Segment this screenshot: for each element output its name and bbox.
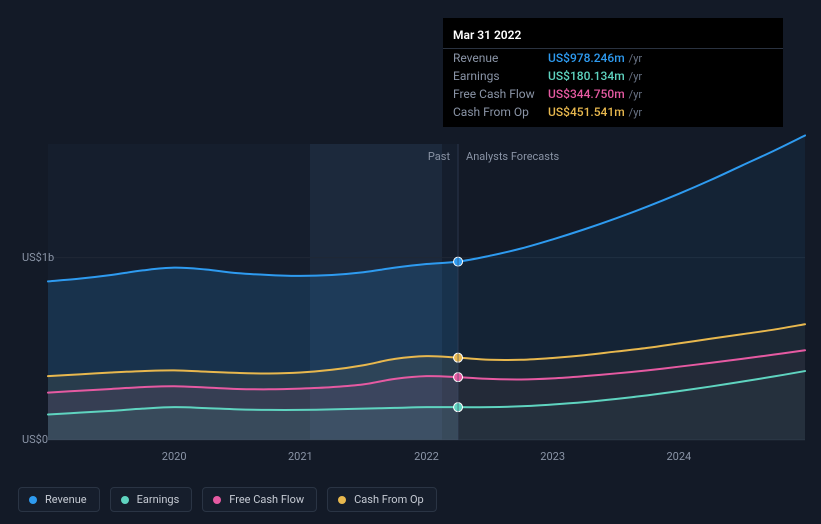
past-label: Past — [428, 150, 450, 163]
tooltip-unit: /yr — [629, 88, 642, 101]
legend-dot-icon — [29, 496, 37, 504]
legend-dot-icon — [213, 496, 221, 504]
chart-legend: Revenue Earnings Free Cash Flow Cash From O… — [18, 487, 437, 512]
legend-item-revenue[interactable]: Revenue — [18, 487, 100, 512]
tooltip-unit: /yr — [629, 52, 642, 65]
x-axis-tick-label: 2021 — [288, 450, 313, 463]
tooltip-label: Free Cash Flow — [453, 87, 548, 101]
legend-label: Revenue — [45, 493, 87, 506]
x-axis-tick-label: 2024 — [666, 450, 691, 463]
tooltip-title: Mar 31 2022 — [443, 26, 783, 49]
tooltip-value: US$344.750m — [548, 87, 625, 101]
legend-label: Earnings — [137, 493, 180, 506]
tooltip-label: Cash From Op — [453, 105, 548, 119]
legend-dot-icon — [121, 496, 129, 504]
tooltip-label: Revenue — [453, 51, 548, 65]
tooltip-row-earnings: EarningsUS$180.134m/yr — [443, 67, 783, 85]
x-axis-tick-label: 2020 — [162, 450, 187, 463]
tooltip-row-revenue: RevenueUS$978.246m/yr — [443, 49, 783, 67]
tooltip-label: Earnings — [453, 69, 548, 83]
y-axis-tick-label: US$1b — [22, 251, 54, 264]
legend-label: Cash From Op — [354, 493, 424, 506]
chart-tooltip: Mar 31 2022 RevenueUS$978.246m/yrEarning… — [443, 18, 783, 127]
tooltip-value: US$451.541m — [548, 105, 625, 119]
legend-item-free_cash_flow[interactable]: Free Cash Flow — [202, 487, 317, 512]
legend-item-earnings[interactable]: Earnings — [110, 487, 193, 512]
financials-chart: US$0 US$1b 2020 2021 2022 2023 2024 Past Anal… — [0, 0, 821, 524]
tooltip-row-free_cash_flow: Free Cash FlowUS$344.750m/yr — [443, 85, 783, 103]
tooltip-value: US$180.134m — [548, 69, 625, 83]
tooltip-row-cash_from_op: Cash From OpUS$451.541m/yr — [443, 103, 783, 121]
tooltip-value: US$978.246m — [548, 51, 625, 65]
y-axis-tick-label: US$0 — [22, 433, 48, 446]
forecast-label: Analysts Forecasts — [466, 150, 559, 163]
tooltip-unit: /yr — [629, 106, 642, 119]
tooltip-unit: /yr — [629, 70, 642, 83]
x-axis-tick-label: 2023 — [540, 450, 565, 463]
legend-dot-icon — [338, 496, 346, 504]
legend-label: Free Cash Flow — [229, 493, 304, 506]
x-axis-tick-label: 2022 — [414, 450, 439, 463]
legend-item-cash_from_op[interactable]: Cash From Op — [327, 487, 437, 512]
